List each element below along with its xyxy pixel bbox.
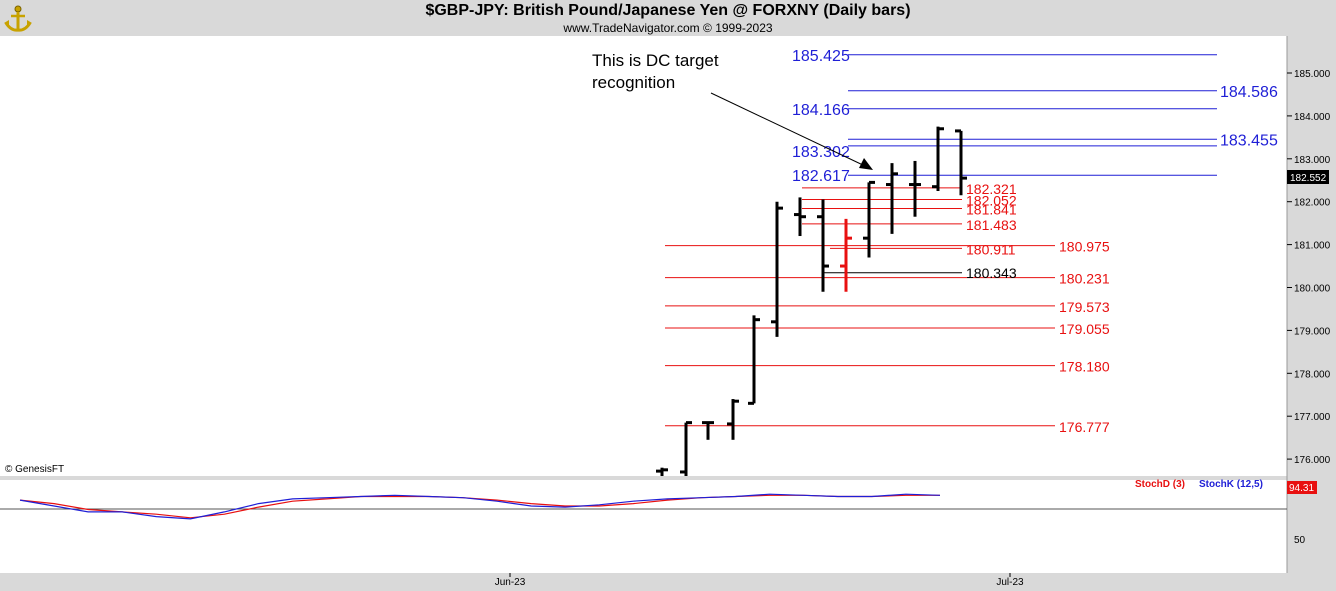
red-level-label: 176.777 [1059,419,1110,435]
copyright-text: © GenesisFT [5,464,64,475]
last-price-label: 182.552 [1290,173,1327,184]
stochd-line [19,494,940,519]
stochd-legend: StochD (3) [1135,479,1185,490]
blue-level-label: 184.166 [792,102,850,119]
red-level-label: 180.975 [1059,239,1110,255]
red-level-label: 181.841 [966,202,1017,218]
stochk-legend: StochK (12,5) [1199,479,1263,490]
annotation-line-2: recognition [592,73,675,92]
red-level-label: 179.573 [1059,299,1110,315]
red-level-label: 182.052 [966,192,1017,208]
annotation-line-1: This is DC target [592,51,719,70]
panel-divider [0,476,1287,480]
y-axis-tick-label: 180.000 [1294,284,1331,295]
y-axis-tick-label: 177.000 [1294,412,1331,423]
black-level-label: 180.343 [966,265,1017,281]
y-axis-tick-label: 181.000 [1294,241,1331,252]
y-axis-tick-label: 183.000 [1294,155,1331,166]
blue-level-label: 183.302 [792,144,850,161]
blue-level-label: 182.617 [792,168,850,185]
blue-level-label: 184.586 [1220,84,1278,101]
last-price-badge [1287,170,1329,184]
x-axis-tick-label: Jul-23 [996,577,1024,588]
y-axis-tick-label: 185.000 [1294,69,1331,80]
blue-level-label: 183.455 [1220,132,1278,149]
stoch-value-label: 94.31 [1289,483,1314,494]
stochk-line [19,493,941,520]
y-axis-tick-label: 176.000 [1294,455,1331,466]
stoch-value-badge [1287,481,1317,494]
x-axis-tick-label: Jun-23 [495,577,526,588]
red-level-label: 182.321 [966,181,1017,197]
annotation-arrowhead [859,158,873,170]
red-level-label: 180.911 [966,241,1016,257]
y-axis-panel [1287,36,1336,591]
blue-level-label: 185.425 [792,48,850,65]
y-axis-tick-label: 178.000 [1294,369,1331,380]
y-axis-tick-label: 182.000 [1294,198,1331,209]
annotation-arrow [710,92,866,167]
y-axis-tick-label: 179.000 [1294,326,1331,337]
red-level-label: 180.231 [1059,271,1110,287]
red-level-label: 178.180 [1059,359,1110,375]
anchor-logo-icon [4,5,32,32]
chart-subtitle: www.TradeNavigator.com © 1999-2023 [563,21,773,35]
stoch-axis-tick: 50 [1294,535,1306,546]
x-axis-panel [0,573,1287,591]
chart-header: $GBP-JPY: British Pound/Japanese Yen @ F… [0,0,1336,36]
y-axis-tick-label: 184.000 [1294,112,1331,123]
red-level-label: 179.055 [1059,321,1110,337]
red-level-label: 181.483 [966,217,1017,233]
chart-title: $GBP-JPY: British Pound/Japanese Yen @ F… [425,2,911,19]
